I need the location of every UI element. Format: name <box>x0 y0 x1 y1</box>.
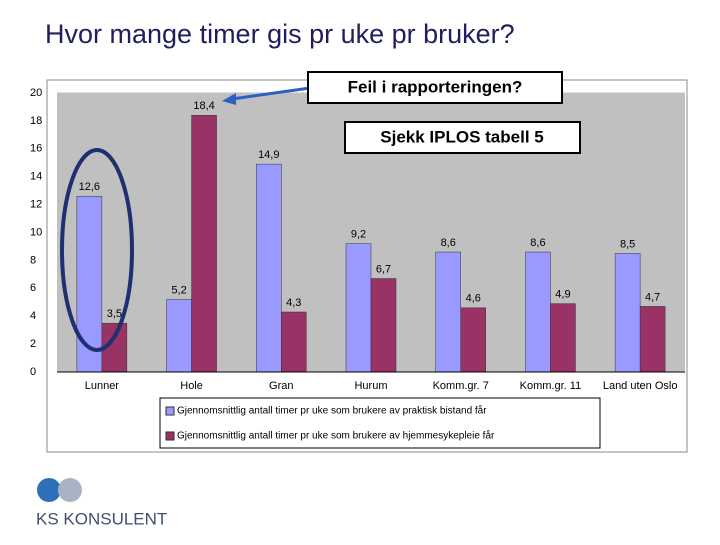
bar <box>639 306 666 373</box>
value-label: 4,6 <box>466 293 481 305</box>
y-tick-label: 8 <box>30 254 36 266</box>
bar <box>191 115 217 373</box>
arrow <box>231 86 311 101</box>
value-label: 5,2 <box>171 284 186 296</box>
value-label: 8,5 <box>620 238 635 250</box>
value-label: 9,2 <box>351 229 366 241</box>
value-label: 4,3 <box>286 297 301 309</box>
arrow-head <box>222 93 236 105</box>
x-tick-label: Komm.gr. 11 <box>520 380 582 392</box>
bar <box>281 311 307 373</box>
logo-text: KS KONSULENT <box>36 509 167 528</box>
bar <box>76 195 103 373</box>
bar <box>166 299 192 373</box>
y-tick-label: 16 <box>30 143 42 155</box>
y-tick-label: 14 <box>30 171 42 183</box>
annotation-box <box>344 121 581 154</box>
bar <box>614 253 641 373</box>
x-tick-label: Komm.gr. 7 <box>433 380 489 392</box>
y-tick-label: 2 <box>30 338 36 350</box>
x-tick-label: Gran <box>269 380 293 392</box>
bar <box>370 278 397 373</box>
legend-swatch <box>165 406 175 416</box>
annotation-box <box>307 71 563 104</box>
value-label: 4,9 <box>555 289 570 301</box>
y-tick-label: 12 <box>30 199 42 211</box>
x-tick-label: Lunner <box>85 380 120 392</box>
x-tick-label: Hurum <box>354 380 387 392</box>
chart-title: Hvor mange timer gis pr uke pr bruker? <box>45 19 515 49</box>
value-label: 3,5 <box>107 308 122 320</box>
legend-label: Gjennomsnittlig antall timer pr uke som … <box>177 405 487 417</box>
value-label: 18,4 <box>193 100 214 112</box>
value-label: 14,9 <box>258 149 279 161</box>
y-tick-label: 4 <box>30 310 36 322</box>
y-tick-label: 6 <box>30 282 36 294</box>
x-tick-label: Hole <box>180 380 203 392</box>
legend-swatch <box>165 431 175 441</box>
x-tick-label: Land uten Oslo <box>603 380 678 392</box>
legend <box>159 397 601 449</box>
y-tick-label: 18 <box>30 115 42 127</box>
bar <box>550 303 576 373</box>
bar <box>345 243 372 373</box>
value-label: 12,6 <box>79 181 100 193</box>
logo-circle <box>58 478 82 502</box>
value-label: 8,6 <box>441 237 456 249</box>
y-tick-label: 10 <box>30 226 42 238</box>
highlight-ellipse <box>60 148 134 352</box>
bar <box>256 163 282 373</box>
annotation: Sjekk IPLOS tabell 5 <box>380 127 543 146</box>
legend-label: Gjennomsnittlig antall timer pr uke som … <box>177 430 495 442</box>
bar <box>460 307 486 373</box>
y-tick-label: 20 <box>30 87 42 99</box>
annotation: Feil i rapporteringen? <box>348 77 523 96</box>
logo-circle <box>37 478 61 502</box>
bar <box>435 251 461 373</box>
y-tick-label: 0 <box>30 366 36 378</box>
bar <box>525 251 551 373</box>
value-label: 4,7 <box>645 291 660 303</box>
value-label: 8,6 <box>530 237 545 249</box>
value-label: 6,7 <box>376 263 391 275</box>
